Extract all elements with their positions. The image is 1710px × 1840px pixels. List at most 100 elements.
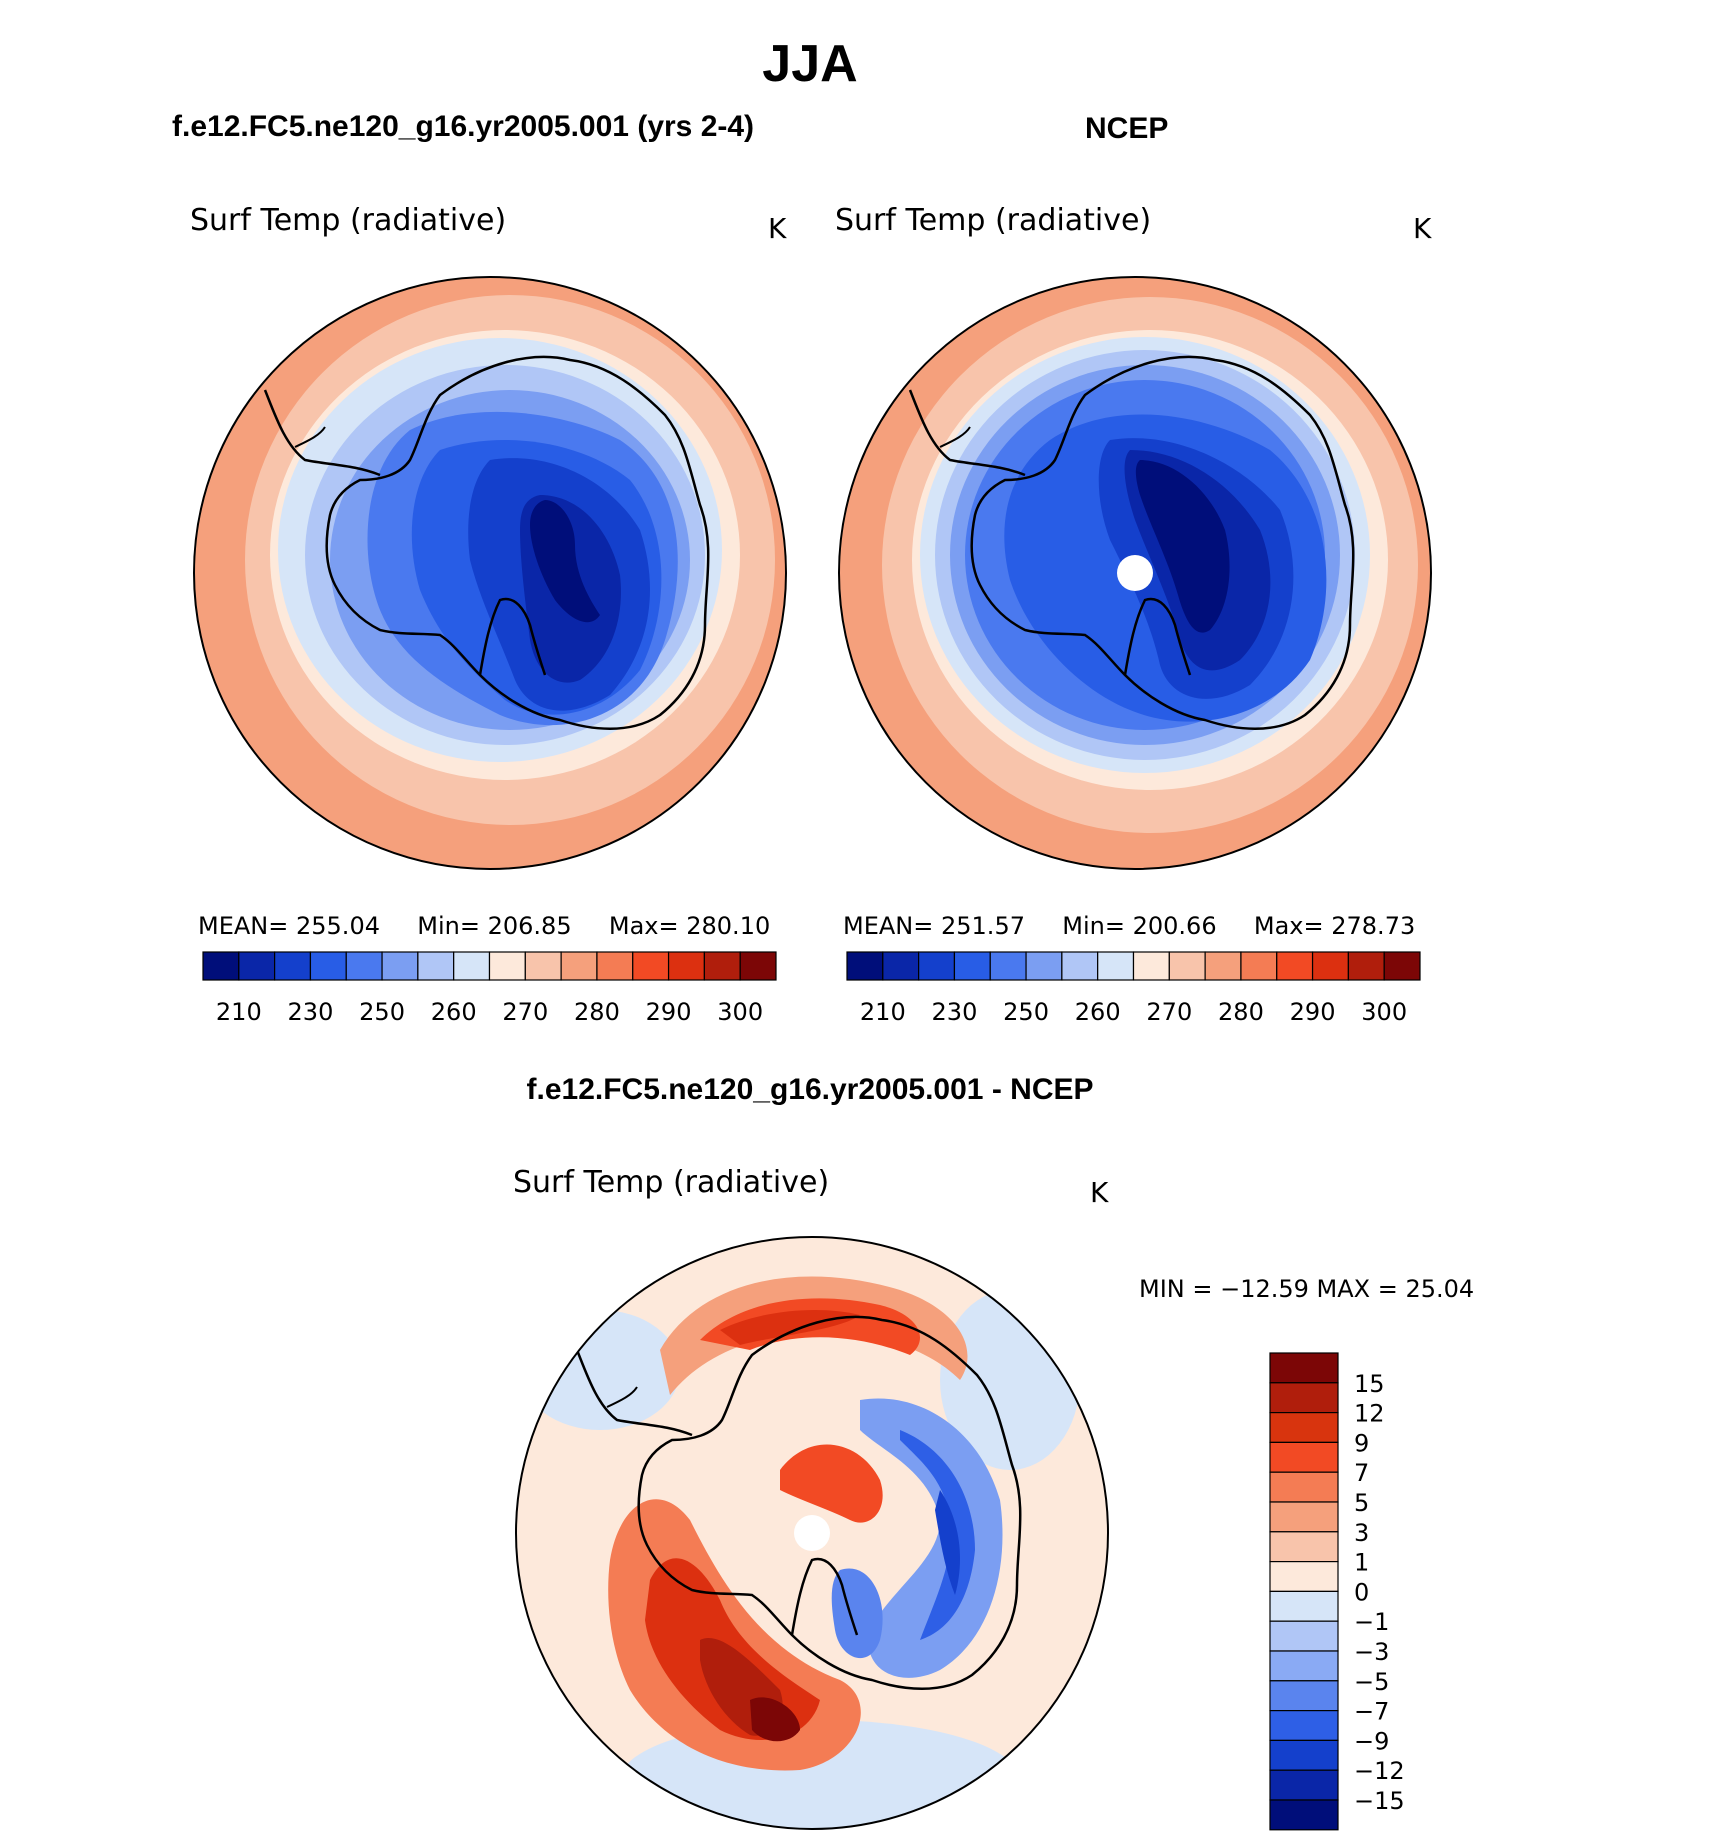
model-colorbar-swatch	[596, 951, 634, 981]
obs-colorbar-swatch	[1240, 951, 1278, 981]
model-colorbar-swatch	[202, 951, 240, 981]
model-mean-label: MEAN=	[198, 912, 289, 940]
model-colorbar-swatch	[703, 951, 741, 981]
figure-title: JJA	[762, 35, 858, 93]
diff-colorbar-swatch	[1269, 1590, 1339, 1622]
model-colorbar-swatch	[381, 951, 419, 981]
obs-colorbar-swatch	[882, 951, 920, 981]
obs-colorbar-swatch	[1061, 951, 1099, 981]
model-colorbar-swatch	[667, 951, 705, 981]
obs-colorbar-swatch	[1168, 951, 1206, 981]
diff-zone-north-warm-3	[720, 1310, 860, 1345]
model-colorbar-tick-label: 250	[359, 998, 405, 1026]
model-panel-title: f.e12.FC5.ne120_g16.yr2005.001 (yrs 2-4)	[172, 110, 755, 143]
diff-colorbar-tick-label: −1	[1354, 1608, 1389, 1636]
obs-min-label: Min=	[1062, 912, 1125, 940]
obs-colorbar-tick-label: 300	[1361, 998, 1407, 1026]
diff-zone-east-cold-3	[935, 1490, 960, 1595]
diff-colorbar-tick-label: −5	[1354, 1668, 1389, 1696]
model-stats: MEAN= 255.04 Min= 206.85 Max= 280.10	[198, 912, 770, 940]
model-colorbar-tick-label: 300	[717, 998, 763, 1026]
diff-colorbar-tick-label: 0	[1354, 1578, 1369, 1606]
model-max-label: Max=	[608, 912, 679, 940]
model-colorbar-swatch	[453, 951, 491, 981]
obs-max-value: 278.73	[1331, 912, 1416, 940]
diff-colorbar-tick-label: 12	[1354, 1400, 1385, 1428]
model-mean-value: 255.04	[296, 912, 380, 940]
diff-colorbar-tick-label: 9	[1354, 1429, 1369, 1457]
model-zone-10	[530, 500, 600, 623]
obs-max-label: Max=	[1253, 912, 1324, 940]
obs-colorbar-swatch	[953, 951, 991, 981]
diff-colorbar-tick-label: −9	[1354, 1727, 1389, 1755]
diff-colorbar-tick-label: 15	[1354, 1370, 1385, 1398]
obs-stats: MEAN= 251.57 Min= 200.66 Max= 278.73	[843, 912, 1415, 940]
model-colorbar-swatch	[238, 951, 276, 981]
model-map-border	[193, 276, 787, 870]
obs-colorbar-swatch	[1025, 951, 1063, 981]
obs-colorbar-tick-label: 290	[1290, 998, 1336, 1026]
diff-colorbar-swatch	[1269, 1739, 1339, 1771]
model-min-value: 206.85	[487, 912, 572, 940]
model-colorbar-swatch	[488, 951, 526, 981]
diff-colorbar-swatch	[1269, 1441, 1339, 1473]
obs-panel-title: NCEP	[1085, 112, 1169, 145]
diff-panel-title: f.e12.FC5.ne120_g16.yr2005.001 - NCEP	[526, 1073, 1094, 1106]
diff-colorbar-swatch	[1269, 1411, 1339, 1443]
model-colorbar: 210 230 250 260 270 280 290 300	[202, 951, 777, 1026]
model-colorbar-swatch	[560, 951, 598, 981]
diff-map	[515, 1236, 1109, 1830]
model-colorbar-swatch	[632, 951, 670, 981]
diff-colorbar-swatch	[1269, 1531, 1339, 1563]
model-map	[193, 276, 787, 870]
model-max-value: 280.10	[686, 912, 771, 940]
obs-colorbar-tick-label: 270	[1146, 998, 1192, 1026]
diff-colorbar-swatch	[1269, 1560, 1339, 1592]
diff-colorbar-swatch	[1269, 1501, 1339, 1533]
diff-colorbar-swatch	[1269, 1620, 1339, 1652]
model-variable-name: Surf Temp (radiative)	[190, 203, 507, 238]
obs-colorbar: 210 230 250 260 270 280 290 300	[846, 951, 1421, 1026]
obs-colorbar-tick-label: 260	[1075, 998, 1121, 1026]
diff-colorbar-tick-label: −15	[1354, 1787, 1405, 1815]
diff-colorbar-swatch	[1269, 1352, 1339, 1384]
obs-colorbar-tick-label: 250	[1003, 998, 1049, 1026]
obs-colorbar-tick-label: 210	[860, 998, 906, 1026]
obs-variable-name: Surf Temp (radiative)	[835, 203, 1152, 238]
obs-units: K	[1413, 212, 1432, 245]
obs-colorbar-tick-label: 230	[932, 998, 978, 1026]
obs-min-value: 200.66	[1132, 912, 1217, 940]
diff-units: K	[1090, 1176, 1109, 1209]
obs-colorbar-tick-label: 280	[1218, 998, 1264, 1026]
diff-map-border	[515, 1236, 1109, 1830]
diff-colorbar-swatch	[1269, 1471, 1339, 1503]
diff-colorbar-swatch	[1269, 1769, 1339, 1801]
obs-mean-value: 251.57	[941, 912, 1025, 940]
diff-colorbar-tick-label: −3	[1354, 1638, 1389, 1666]
obs-colorbar-swatch	[1132, 951, 1170, 981]
model-min-label: Min=	[417, 912, 480, 940]
model-colorbar-tick-label: 280	[574, 998, 620, 1026]
diff-colorbar-tick-label: 3	[1354, 1519, 1369, 1547]
diff-zone-center-warm	[780, 1444, 883, 1523]
model-colorbar-swatch	[417, 951, 455, 981]
model-units: K	[768, 212, 787, 245]
obs-colorbar-swatch	[846, 951, 884, 981]
diff-colorbar-tick-label: 5	[1354, 1489, 1369, 1517]
diff-minmax: MIN = −12.59 MAX = 25.04	[1139, 1275, 1475, 1303]
model-colorbar-tick-label: 270	[502, 998, 548, 1026]
diff-colorbar-swatch	[1269, 1382, 1339, 1414]
diff-variable-name: Surf Temp (radiative)	[513, 1165, 830, 1200]
diff-colorbar-swatch	[1269, 1709, 1339, 1741]
model-colorbar-swatch	[345, 951, 383, 981]
obs-map-border	[838, 276, 1432, 870]
obs-mean-label: MEAN=	[843, 912, 934, 940]
obs-colorbar-swatch	[1276, 951, 1314, 981]
obs-colorbar-swatch	[918, 951, 956, 981]
diff-zone-east-cold-1	[860, 1398, 1003, 1678]
model-colorbar-swatch	[739, 951, 777, 981]
diff-missing-pole	[794, 1515, 830, 1551]
obs-colorbar-swatch	[989, 951, 1027, 981]
